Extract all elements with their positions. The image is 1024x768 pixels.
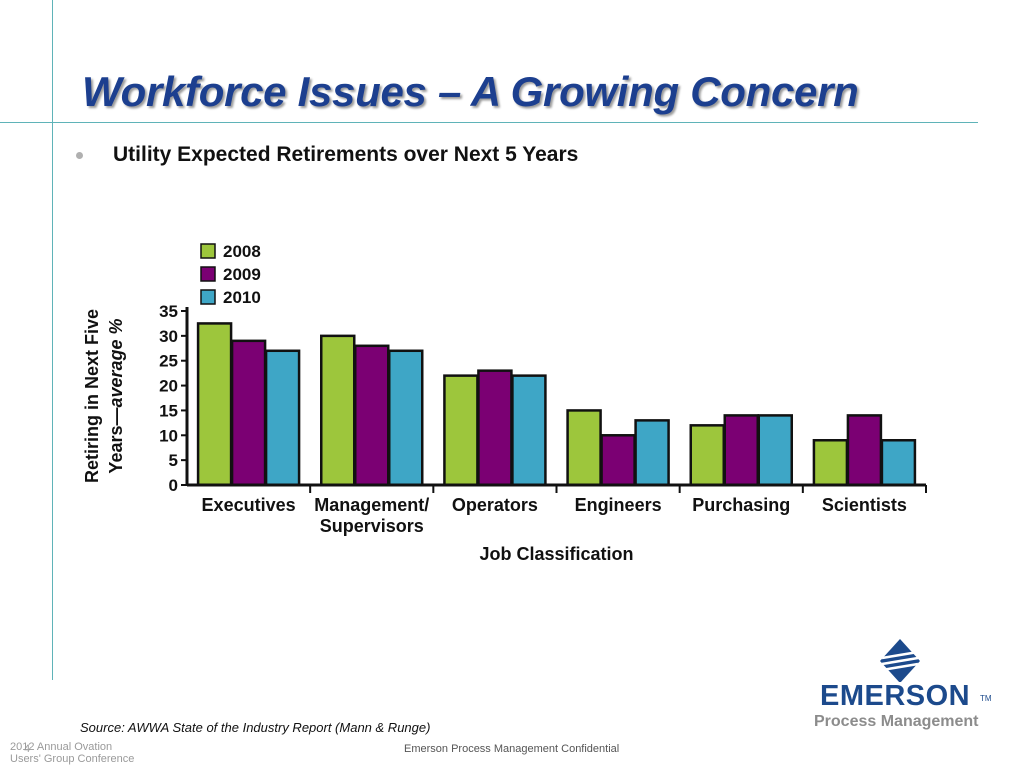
retirement-bar-chart: 0 5 10 15 20 25 30 35 Executives Management/Super… xyxy=(82,242,927,564)
y-axis-title-plain: Years— xyxy=(106,408,126,474)
x-axis-title: Job Classification xyxy=(479,544,633,564)
y-axis-title-italic: average % xyxy=(106,318,126,407)
y-tick-label-20: 20 xyxy=(159,377,178,396)
bar-2009-1 xyxy=(354,344,390,487)
bullet-item: Utility Expected Retirements over Next 5… xyxy=(76,142,578,168)
page-number: 4 xyxy=(24,743,31,755)
logo-subtext: Process Management xyxy=(814,713,979,730)
y-tick-label-5: 5 xyxy=(169,451,178,470)
bar-2008-5 xyxy=(812,439,849,487)
bar-2010-3 xyxy=(634,419,670,487)
source-note: Source: AWWA State of the Industry Repor… xyxy=(80,720,431,735)
bar-2010-1 xyxy=(388,349,424,487)
legend-swatch-2008 xyxy=(200,243,216,259)
left-accent-line xyxy=(52,0,53,680)
bar-2008-2 xyxy=(443,374,479,487)
bar-2009-5 xyxy=(846,414,883,487)
logo-trademark: TM xyxy=(980,694,992,703)
bullet-text: Utility Expected Retirements over Next 5… xyxy=(113,143,579,166)
y-tick-label-30: 30 xyxy=(159,327,178,346)
bullet-dot-icon xyxy=(76,151,83,159)
bar-2009-0 xyxy=(230,339,267,487)
confidential-footer: Emerson Process Management Confidential xyxy=(404,743,620,755)
legend-swatch-2010 xyxy=(200,289,216,305)
bar-2010-0 xyxy=(264,349,301,487)
legend-label-2010: 2010 xyxy=(223,288,261,307)
bar-2009-3 xyxy=(600,434,636,487)
bar-2009-2 xyxy=(477,369,513,487)
emerson-logo: EMERSON TM Process Management xyxy=(812,636,992,736)
legend-swatch-2009 xyxy=(200,266,216,282)
category-label-3-0: Engineers xyxy=(575,495,662,515)
bar-2008-4 xyxy=(689,424,725,487)
bar-2008-1 xyxy=(320,334,356,487)
category-label-5-0: Scientists xyxy=(822,495,907,515)
title-underline xyxy=(0,122,978,123)
bar-2010-2 xyxy=(511,374,547,487)
category-label-0-0: Executives xyxy=(202,495,296,515)
slide-title: Workforce Issues – A Growing Concern xyxy=(82,68,859,115)
y-tick-label-25: 25 xyxy=(159,352,178,371)
bar-2008-3 xyxy=(566,409,602,487)
conference-line-2: Users' Group Conference xyxy=(10,753,135,765)
y-tick-label-10: 10 xyxy=(159,426,178,445)
conference-footer: 2012 Annual Ovation Users' Group Confere… xyxy=(10,741,134,765)
emerson-diamond-icon xyxy=(880,639,920,682)
logo-wordmark: EMERSON xyxy=(820,680,971,712)
category-label-2-0: Operators xyxy=(452,495,538,515)
category-label-4-0: Purchasing xyxy=(692,495,790,515)
bar-2010-5 xyxy=(880,439,917,487)
y-tick-label-15: 15 xyxy=(159,401,178,420)
category-label-1-1: Supervisors xyxy=(320,516,424,536)
legend-label-2009: 2009 xyxy=(223,265,261,284)
y-tick-label-35: 35 xyxy=(159,302,178,321)
y-axis-title-line2: Years—average % xyxy=(106,318,126,473)
y-tick-label-0: 0 xyxy=(169,476,178,495)
bar-2010-4 xyxy=(757,414,793,487)
y-axis-title-line1: Retiring in Next Five xyxy=(82,309,102,483)
legend-label-2008: 2008 xyxy=(223,242,261,261)
conference-line-1: 2012 Annual Ovation xyxy=(10,741,113,753)
bar-2008-0 xyxy=(196,322,233,487)
category-label-1-0: Management/ xyxy=(314,495,429,515)
bar-2009-4 xyxy=(723,414,759,487)
